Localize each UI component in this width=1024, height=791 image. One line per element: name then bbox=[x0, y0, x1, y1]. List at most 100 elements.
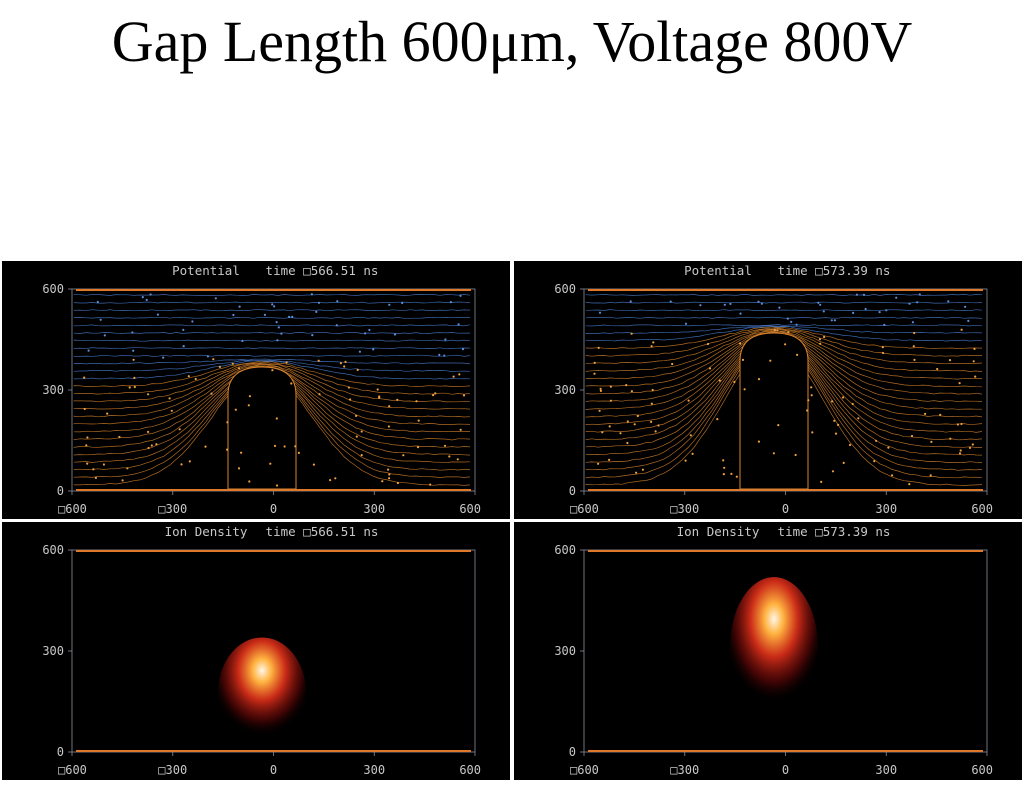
field-dot bbox=[214, 297, 217, 300]
x-tick-label: 0 bbox=[270, 502, 277, 516]
field-dot bbox=[275, 321, 278, 324]
field-dot bbox=[910, 434, 914, 438]
field-dot bbox=[388, 303, 391, 306]
potential-573-svg: Potential time □573.39 ns 600 300 0 □600 □300 0… bbox=[554, 263, 993, 516]
field-dot bbox=[416, 446, 420, 449]
field-dot bbox=[757, 300, 760, 303]
field-dot bbox=[378, 396, 381, 399]
field-dot bbox=[593, 372, 596, 375]
field-dot bbox=[784, 343, 787, 346]
contour-line bbox=[585, 294, 983, 296]
field-dot bbox=[608, 425, 611, 428]
field-dot bbox=[735, 475, 738, 478]
field-dot bbox=[842, 461, 845, 464]
field-dot bbox=[396, 481, 399, 485]
contour-line bbox=[73, 362, 471, 403]
field-dot bbox=[738, 342, 742, 345]
field-dot bbox=[318, 393, 321, 396]
field-dot bbox=[241, 339, 244, 342]
field-dot bbox=[630, 390, 633, 393]
field-dot bbox=[364, 332, 367, 335]
contour-line bbox=[73, 354, 471, 357]
x-tick-label: □600 bbox=[570, 763, 599, 777]
field-dot bbox=[833, 319, 836, 322]
field-dot bbox=[273, 444, 277, 447]
field-dot bbox=[443, 354, 446, 357]
x-tick-label: 300 bbox=[875, 502, 897, 516]
field-dot bbox=[459, 294, 462, 297]
field-dot bbox=[739, 312, 742, 315]
field-dot bbox=[276, 339, 279, 342]
field-dot bbox=[908, 302, 911, 305]
field-dot bbox=[967, 319, 970, 322]
y-tick-label: 300 bbox=[42, 383, 64, 397]
field-dot bbox=[650, 420, 653, 423]
field-dot bbox=[891, 474, 894, 477]
field-dot bbox=[958, 382, 961, 385]
field-dot bbox=[452, 375, 455, 378]
x-tick-label: 0 bbox=[270, 763, 277, 777]
field-dot bbox=[443, 444, 447, 447]
field-dot bbox=[593, 361, 596, 364]
field-dot bbox=[297, 451, 300, 454]
field-dot bbox=[875, 439, 878, 442]
field-dot bbox=[263, 313, 266, 316]
ion-573-svg: Ion Density time □573.39 ns 600 300 0 □600 □30… bbox=[554, 524, 993, 777]
field-dot bbox=[684, 322, 688, 325]
field-dot bbox=[182, 345, 185, 348]
y-tick-label: 0 bbox=[569, 745, 576, 759]
x-tick-label: 0 bbox=[782, 763, 789, 777]
field-dot bbox=[831, 470, 835, 473]
field-dot bbox=[180, 463, 183, 466]
y-tick-label: 600 bbox=[42, 543, 64, 557]
field-dot bbox=[381, 480, 384, 483]
field-dot bbox=[597, 346, 600, 349]
field-dot bbox=[862, 293, 866, 296]
field-dot bbox=[285, 361, 288, 364]
field-dot bbox=[887, 446, 890, 449]
contour-line bbox=[585, 330, 983, 388]
field-dot bbox=[810, 386, 813, 389]
panel-label: Ion Density bbox=[677, 524, 760, 539]
field-dot bbox=[355, 414, 358, 417]
field-dot bbox=[360, 454, 363, 457]
field-dot bbox=[913, 358, 916, 361]
field-dot bbox=[461, 348, 465, 351]
field-dot bbox=[145, 298, 148, 301]
field-dot bbox=[706, 342, 710, 346]
field-dot bbox=[458, 373, 461, 376]
field-dot bbox=[960, 328, 963, 331]
field-dot bbox=[795, 323, 798, 326]
field-dot bbox=[376, 388, 379, 391]
field-dot bbox=[349, 398, 352, 401]
contour-line bbox=[73, 332, 470, 334]
panel-label: Potential bbox=[684, 263, 752, 278]
field-dot bbox=[974, 375, 977, 378]
field-dot bbox=[626, 441, 629, 445]
field-dot bbox=[790, 320, 793, 323]
field-dot bbox=[191, 320, 194, 323]
field-dot bbox=[964, 305, 967, 308]
field-dot bbox=[630, 332, 633, 335]
field-dot bbox=[434, 392, 437, 395]
field-dot bbox=[852, 311, 855, 314]
field-dot bbox=[133, 376, 136, 379]
field-dot bbox=[772, 452, 775, 455]
x-tick-label: 0 bbox=[782, 502, 789, 516]
field-dot bbox=[599, 389, 602, 392]
field-dot bbox=[960, 422, 963, 426]
field-dot bbox=[651, 388, 654, 392]
field-dot bbox=[210, 392, 213, 395]
field-dot bbox=[841, 396, 845, 399]
streamer-channel bbox=[227, 366, 297, 490]
contour-line bbox=[585, 301, 983, 304]
field-dot bbox=[356, 368, 359, 371]
y-tick-label: 300 bbox=[42, 644, 64, 658]
field-dot bbox=[733, 380, 736, 384]
field-dot bbox=[83, 407, 86, 411]
field-dot bbox=[387, 468, 390, 471]
field-dot bbox=[234, 408, 237, 411]
field-dot bbox=[939, 413, 942, 416]
field-dot bbox=[162, 356, 165, 359]
field-dot bbox=[415, 400, 418, 403]
